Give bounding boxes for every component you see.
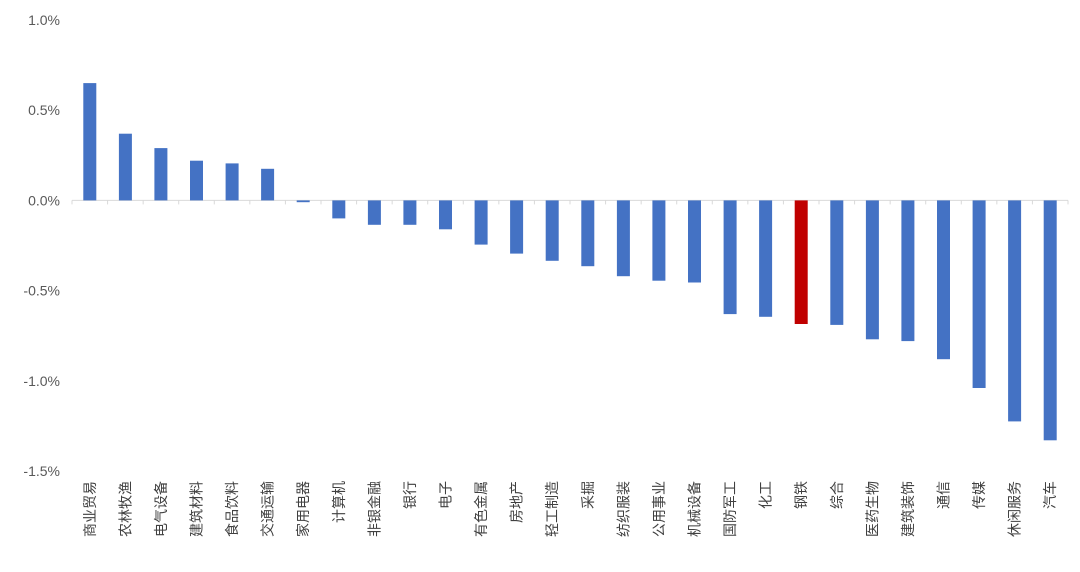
bar-建筑材料: [190, 160, 203, 201]
x-category-label: 机械设备: [687, 481, 704, 537]
x-category-label: 采掘: [581, 481, 597, 509]
x-category-label: 汽车: [1042, 481, 1059, 509]
x-category-label: 综合: [830, 481, 846, 509]
x-category-label: 非银金融: [367, 481, 383, 537]
x-category-label: 国防军工: [723, 481, 739, 537]
bar-有色金属: [474, 200, 488, 245]
y-tick-label: -0.5%: [23, 283, 60, 299]
x-category-label: 建筑装饰: [901, 481, 917, 537]
x-category-label: 化工: [759, 481, 775, 509]
bar-综合: [830, 200, 844, 325]
bar-传媒: [972, 200, 986, 388]
x-category-label: 钢铁: [794, 481, 810, 509]
bars-group: [71, 83, 1069, 441]
bar-房地产: [510, 200, 524, 254]
x-category-label: 传媒: [972, 481, 988, 509]
x-axis-labels: 商业贸易 农林牧渔 电气设备 建筑材料 食品饮料 交通运输 家用电器 计算机 非银金融 银行 电子有…: [83, 481, 1059, 537]
bar-计算机: [332, 200, 346, 219]
bar-休闲服务: [1008, 200, 1022, 422]
bar-非银金融: [367, 200, 381, 225]
bar-纺织服装: [616, 200, 630, 277]
bar-机械设备: [688, 200, 701, 283]
bar-轻工制造: [545, 200, 559, 261]
x-category-label: 医药生物: [865, 481, 881, 537]
x-category-label: 休闲服务: [1008, 481, 1024, 537]
bar-家用电器: [296, 200, 310, 203]
bar-商业贸易: [83, 83, 97, 201]
bar-化工: [759, 200, 773, 317]
x-category-label: 纺织服装: [616, 481, 632, 537]
y-tick-label: 0.0%: [28, 192, 60, 208]
bar-钢铁: [794, 200, 808, 324]
bar-电气设备: [154, 148, 168, 201]
x-category-label: 轻工制造: [545, 481, 561, 537]
bar-公用事业: [652, 200, 666, 281]
x-category-label: 商业贸易: [83, 481, 99, 537]
x-category-label: 家用电器: [295, 481, 312, 537]
x-category-label: 银行: [403, 481, 419, 509]
x-category-label: 食品饮料: [224, 481, 241, 537]
bar-国防军工: [723, 200, 737, 315]
x-category-label: 通信: [937, 481, 953, 509]
y-tick-label: 1.0%: [28, 12, 60, 28]
x-category-label: 农林牧渔: [118, 481, 134, 537]
bar-汽车: [1043, 200, 1057, 441]
x-category-label: 房地产: [510, 481, 526, 523]
x-category-label: 交通运输: [260, 481, 277, 537]
y-axis-ticks: 1.0% 0.5% 0.0% -0.5% -1.0% -1.5%: [23, 12, 60, 479]
bar-银行: [403, 200, 417, 225]
bar-交通运输: [261, 168, 275, 201]
y-tick-label: -1.5%: [23, 463, 60, 479]
bar-医药生物: [865, 200, 879, 340]
bar-电子: [439, 200, 452, 230]
bar-农林牧渔: [118, 133, 132, 201]
x-category-label: 建筑材料: [190, 481, 206, 537]
bar-采掘: [581, 200, 595, 267]
x-category-label: 公用事业: [652, 481, 668, 537]
x-category-label: 计算机: [332, 481, 348, 523]
bar-食品饮料: [225, 163, 239, 201]
x-category-label: 有色金属: [473, 481, 490, 537]
bar-通信: [937, 200, 950, 360]
x-category-label: 电气设备: [153, 481, 170, 537]
y-tick-label: 0.5%: [28, 102, 60, 118]
y-tick-label: -1.0%: [23, 373, 60, 389]
bar-建筑装饰: [901, 200, 915, 342]
x-category-label: 电子: [439, 481, 455, 509]
